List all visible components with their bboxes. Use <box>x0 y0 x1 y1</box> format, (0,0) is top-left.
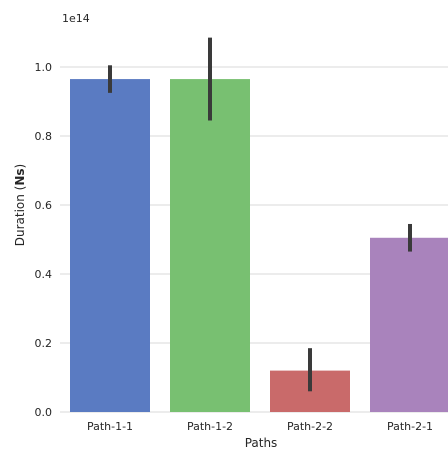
bar <box>170 79 250 412</box>
y-axis-label-part: Duration ( <box>13 186 27 247</box>
x-tick-label: Path-1-1 <box>87 420 133 433</box>
error-bars <box>108 37 412 392</box>
y-tick-label: 0.6 <box>35 199 53 212</box>
x-tick-label: Path-2-2 <box>287 420 333 433</box>
y-tick-label: 0.4 <box>35 268 53 281</box>
x-tick-label: Path-2-1 <box>387 420 433 433</box>
y-axis-label-bold: Ns <box>13 168 27 185</box>
y-tick-labels: 0.0 0.2 0.4 0.6 0.8 1.0 <box>35 61 53 419</box>
x-tick-label: Path-1-2 <box>187 420 233 433</box>
y-tick-label: 0.8 <box>35 130 53 143</box>
y-offset-label: 1e14 <box>62 12 90 25</box>
x-tick-labels: Path-1-1 Path-1-2 Path-2-2 Path-2-1 <box>87 420 433 433</box>
y-axis-label: Duration (Ns) <box>13 164 27 247</box>
x-axis-label: Paths <box>245 436 278 450</box>
y-tick-label: 0.2 <box>35 337 53 350</box>
y-tick-label: 0.0 <box>35 406 53 419</box>
bars <box>70 79 448 412</box>
bar <box>370 237 448 412</box>
y-axis-label-end: ) <box>13 164 27 169</box>
y-tick-label: 1.0 <box>35 61 53 74</box>
bar <box>70 79 150 412</box>
